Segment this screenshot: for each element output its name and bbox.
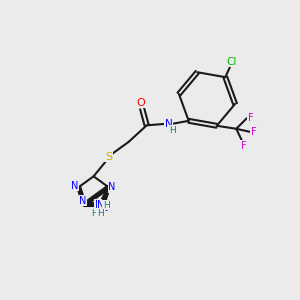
Text: F: F [248,113,253,123]
Text: F: F [241,141,247,151]
Text: H: H [92,209,98,218]
Text: N: N [94,200,102,210]
Text: N: N [79,196,87,206]
Text: Cl: Cl [226,56,236,67]
Text: N: N [97,200,105,210]
Text: F: F [250,127,256,137]
Text: N: N [100,203,108,213]
Text: H: H [97,209,104,218]
Text: H: H [103,201,110,210]
Text: N: N [108,182,116,192]
Text: H: H [169,126,176,135]
Text: N: N [71,181,79,190]
Text: N: N [165,119,172,129]
Text: O: O [136,98,145,108]
Text: S: S [105,152,112,162]
